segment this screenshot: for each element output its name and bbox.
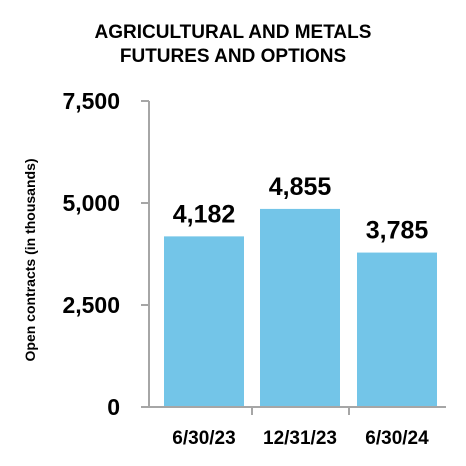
y-tick-label: 5,000 [62, 190, 120, 216]
data-label: 4,182 [173, 200, 236, 228]
bar [357, 252, 437, 407]
y-axis-label: Open contracts (in thousands) [22, 158, 38, 361]
x-tick-label: 6/30/24 [365, 428, 429, 449]
x-tick-label: 6/30/23 [172, 428, 235, 449]
y-tick-label: 7,500 [62, 88, 120, 114]
data-label: 4,855 [269, 173, 332, 201]
chart-title-line-1: AGRICULTURAL AND METALS [95, 22, 372, 43]
data-label: 3,785 [366, 217, 429, 245]
x-tick-label: 12/31/23 [263, 428, 337, 449]
y-tick-label: 2,500 [62, 292, 120, 318]
y-tick-label: 0 [107, 394, 120, 420]
bar [260, 208, 340, 407]
plot-area: 0 2,500 5,000 7,500 6/30/23 12/31/23 6/30/24 4,… [62, 88, 446, 449]
bar [164, 236, 244, 407]
chart-title-line-2: FUTURES AND OPTIONS [120, 46, 346, 67]
